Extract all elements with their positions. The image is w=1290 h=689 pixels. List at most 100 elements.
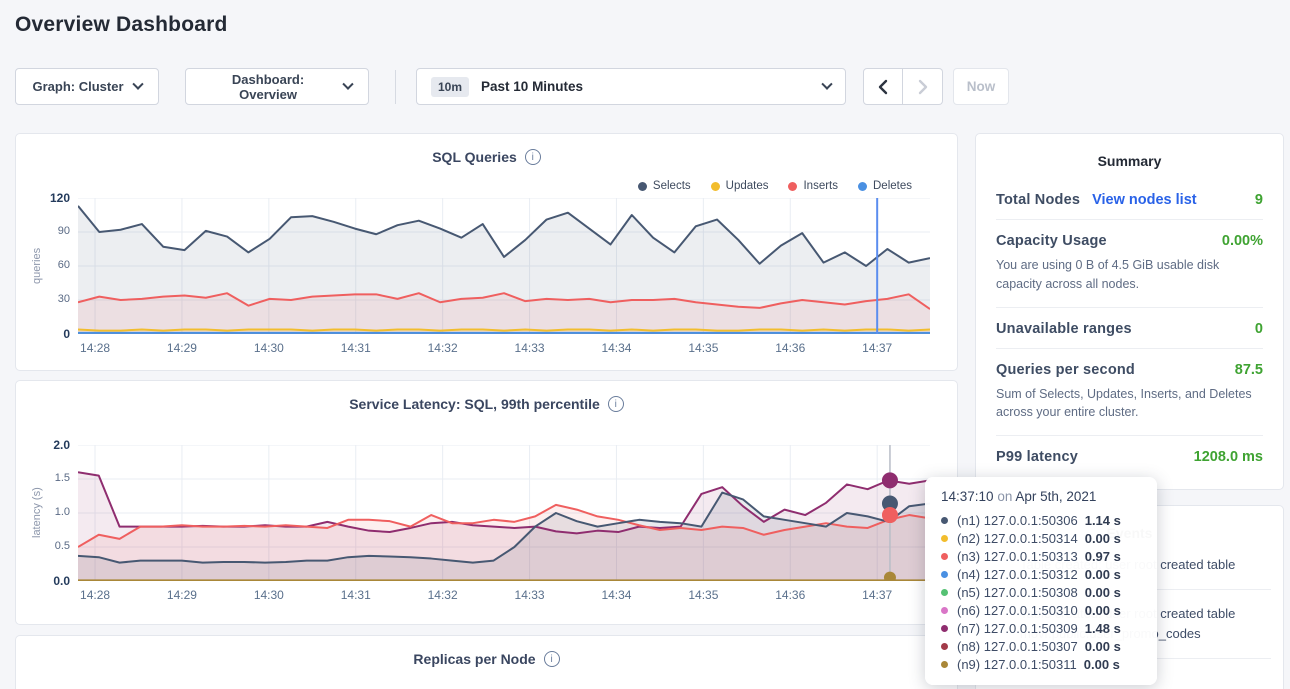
replicas-per-node-chart-card: Replicas per Node i — [15, 635, 958, 689]
tooltip-node-label: (n9) 127.0.0.1:50311 — [957, 656, 1077, 672]
tooltip-row: (n1) 127.0.0.1:50306 1.14 s — [941, 511, 1141, 529]
x-axis-tick: 14:31 — [340, 588, 371, 602]
service-latency-chart-card: Service Latency: SQL, 99th percentile i … — [15, 380, 958, 625]
tooltip-node-label: (n5) 127.0.0.1:50308 — [957, 584, 1078, 600]
y-axis-tick: 1.5 — [54, 472, 70, 484]
dashboard-dropdown-label: Dashboard: Overview — [231, 71, 305, 102]
y-axis-tick: 60 — [57, 259, 70, 271]
total-nodes-value: 9 — [1254, 192, 1263, 208]
summary-row-unavailable-ranges: Unavailable ranges 0 — [996, 306, 1263, 348]
range-nav-group — [863, 68, 943, 105]
p99-latency-value: 1208.0 ms — [1193, 449, 1263, 465]
vertical-divider — [395, 69, 396, 104]
y-axis-tick: 0.5 — [54, 540, 70, 552]
range-label: Past 10 Minutes — [481, 79, 584, 94]
series-color-dot — [941, 624, 948, 632]
prev-range-button[interactable] — [863, 68, 903, 105]
info-icon[interactable]: i — [543, 651, 560, 667]
legend-item[interactable]: Inserts — [788, 180, 838, 192]
chart-title: Replicas per Node — [413, 651, 536, 667]
legend-color-dot — [637, 181, 647, 191]
unavailable-ranges-value: 0 — [1254, 320, 1263, 337]
series-color-dot — [941, 606, 948, 614]
x-axis-tick: 14:35 — [688, 341, 719, 355]
tooltip-row: (n2) 127.0.0.1:50314 0.00 s — [941, 529, 1141, 547]
chart-title: SQL Queries — [432, 149, 517, 165]
qps-value: 87.5 — [1234, 361, 1263, 378]
x-axis-tick: 14:35 — [688, 588, 719, 602]
chevron-down-icon — [131, 78, 144, 90]
chart-hover-tooltip: 14:37:10 on Apr 5th, 2021 (n1) 127.0.0.1… — [925, 477, 1157, 685]
chart-plot-svg[interactable] — [78, 445, 930, 581]
legend-item[interactable]: Deletes — [858, 180, 912, 192]
chart-legend: Selects Updates Inserts Deletes — [637, 180, 912, 192]
graph-dropdown-label: Graph: Cluster — [32, 79, 124, 94]
tooltip-node-value: 0.00 s — [1084, 638, 1121, 654]
legend-item[interactable]: Updates — [710, 180, 769, 192]
summary-row-qps: Queries per second 87.5 Sum of Selects, … — [996, 347, 1263, 436]
tooltip-node-value: 1.14 s — [1084, 512, 1121, 528]
series-color-dot — [941, 552, 948, 560]
series-color-dot — [941, 660, 948, 668]
tooltip-node-value: 1.48 s — [1084, 620, 1121, 636]
series-color-dot — [941, 534, 948, 542]
chevron-right-icon — [918, 79, 927, 94]
series-color-dot — [941, 588, 948, 596]
summary-title: Summary — [1097, 153, 1162, 169]
x-axis-tick: 14:32 — [427, 341, 458, 355]
chart-plot-svg[interactable] — [78, 198, 930, 334]
x-axis-tick: 14:36 — [775, 588, 806, 602]
view-nodes-list-link[interactable]: View nodes list — [1092, 192, 1197, 208]
x-axis-tick: 14:37 — [862, 341, 893, 355]
summary-row-total-nodes: Total Nodes View nodes list 9 — [996, 192, 1263, 208]
range-badge: 10m — [431, 76, 470, 97]
tooltip-node-label: (n7) 127.0.0.1:50309 — [957, 620, 1078, 636]
y-axis-tick: 1.0 — [54, 506, 70, 518]
legend-color-dot — [858, 181, 867, 191]
sql-queries-chart-card: SQL Queries i Selects Updates Inserts Delet… — [15, 133, 958, 371]
tooltip-node-label: (n2) 127.0.0.1:50314 — [957, 530, 1078, 546]
series-color-dot — [941, 570, 948, 578]
info-icon[interactable]: i — [607, 396, 624, 412]
now-button[interactable]: Now — [953, 68, 1009, 105]
y-axis-tick: 30 — [57, 293, 70, 305]
time-range-picker[interactable]: 10m Past 10 Minutes — [416, 68, 846, 105]
y-axis-tick: 0.0 — [53, 574, 70, 588]
x-axis-tick: 14:31 — [340, 341, 371, 355]
graph-dropdown[interactable]: Graph: Cluster — [15, 68, 159, 105]
y-axis-tick: 90 — [57, 225, 70, 237]
chevron-left-icon — [878, 79, 888, 94]
tooltip-node-value: 0.00 s — [1084, 530, 1121, 546]
chevron-down-icon — [821, 78, 833, 90]
x-axis-tick: 14:37 — [862, 588, 893, 602]
x-axis-tick: 14:33 — [514, 341, 545, 355]
tooltip-node-value: 0.00 s — [1084, 584, 1121, 600]
x-axis-tick: 14:34 — [601, 341, 632, 355]
x-axis-tick: 14:30 — [253, 588, 284, 602]
summary-row-capacity: Capacity Usage 0.00% You are using 0 B o… — [996, 219, 1263, 307]
tooltip-row: (n6) 127.0.0.1:50310 0.00 s — [941, 601, 1141, 619]
tooltip-row: (n8) 127.0.0.1:50307 0.00 s — [941, 637, 1141, 655]
legend-color-dot — [788, 181, 798, 191]
tooltip-row: (n7) 127.0.0.1:50309 1.48 s — [941, 619, 1141, 637]
tooltip-node-label: (n1) 127.0.0.1:50306 — [957, 512, 1078, 528]
dashboard-dropdown[interactable]: Dashboard: Overview — [185, 68, 369, 105]
next-range-button[interactable] — [903, 68, 943, 105]
x-axis-tick: 14:30 — [253, 341, 284, 355]
tooltip-timestamp: 14:37:10 on Apr 5th, 2021 — [941, 489, 1097, 504]
legend-item[interactable]: Selects — [637, 180, 691, 192]
info-icon[interactable]: i — [524, 149, 541, 165]
tooltip-row: (n3) 127.0.0.1:50313 0.97 s — [941, 547, 1141, 565]
capacity-usage-desc: You are using 0 B of 4.5 GiB usable disk… — [996, 258, 1220, 291]
tooltip-row: (n5) 127.0.0.1:50308 0.00 s — [941, 583, 1141, 601]
x-axis-tick: 14:34 — [601, 588, 632, 602]
page-title: Overview Dashboard — [15, 13, 228, 36]
dashboard-controls: Graph: Cluster Dashboard: Overview 10m P… — [15, 68, 1009, 105]
tooltip-node-value: 0.00 s — [1084, 602, 1121, 618]
legend-label: Updates — [725, 180, 769, 192]
y-axis-tick: 120 — [49, 191, 70, 205]
x-axis-tick: 14:28 — [80, 341, 111, 355]
tooltip-row: (n4) 127.0.0.1:50312 0.00 s — [941, 565, 1141, 583]
series-color-dot — [941, 516, 948, 524]
